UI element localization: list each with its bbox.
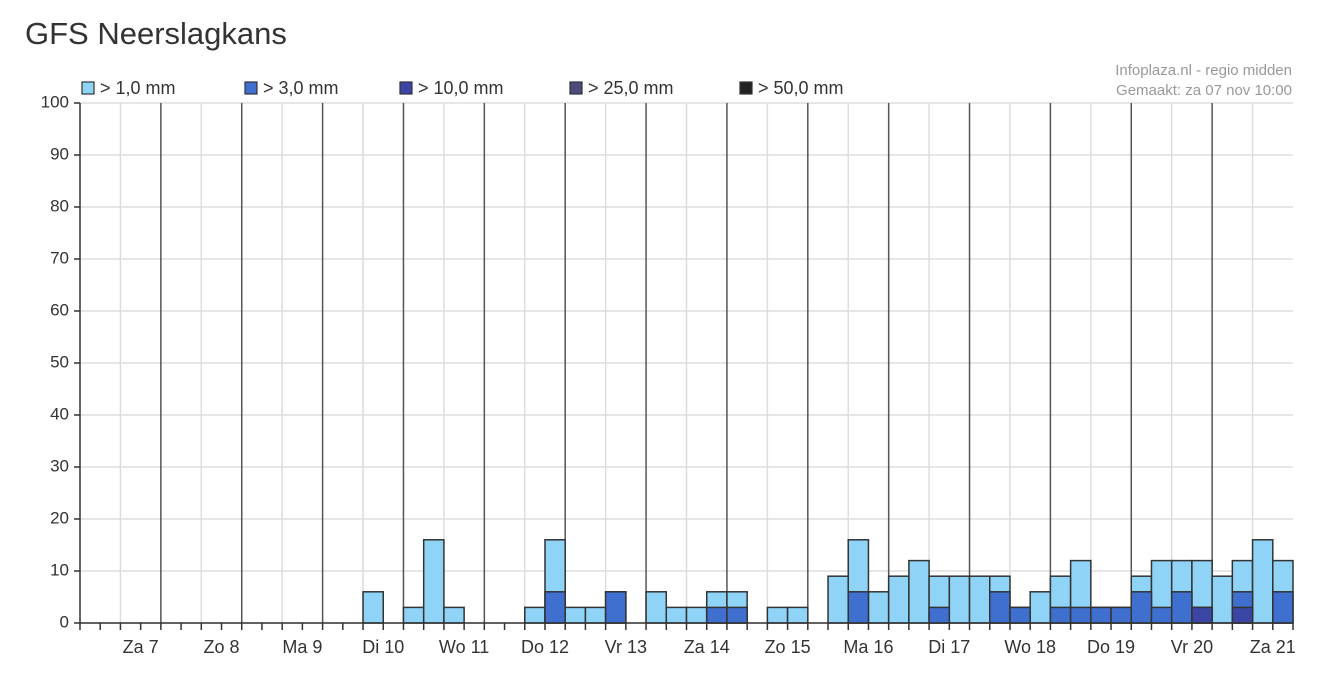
legend-swatch xyxy=(569,81,583,95)
x-tick-label: Ma 9 xyxy=(282,637,322,657)
x-tick-label: Wo 11 xyxy=(439,637,489,657)
chart-title: GFS Neerslagkans xyxy=(25,16,287,51)
bar xyxy=(887,575,910,624)
legend-label: > 10,0 mm xyxy=(418,78,504,98)
y-tick-label: 30 xyxy=(50,456,69,475)
bar xyxy=(1009,606,1031,624)
bar xyxy=(362,591,384,624)
bar xyxy=(544,591,566,624)
bar xyxy=(1130,591,1153,624)
legend-swatch xyxy=(399,81,413,95)
bar xyxy=(685,606,708,624)
bar xyxy=(1170,591,1193,624)
bar xyxy=(867,591,890,624)
bar xyxy=(604,591,627,624)
bar xyxy=(584,606,607,624)
y-tick-label: 40 xyxy=(50,404,69,423)
grid: 0 10 20 30 40 50 60 70 80 90 100 xyxy=(41,92,1293,631)
bar xyxy=(928,606,951,624)
bar xyxy=(1069,606,1092,624)
legend-label: > 25,0 mm xyxy=(588,78,674,98)
bars xyxy=(362,539,1294,624)
bar xyxy=(1272,591,1294,624)
bar xyxy=(1211,575,1234,624)
bar xyxy=(645,591,668,624)
y-tick-label: 50 xyxy=(50,352,69,371)
bar xyxy=(1090,606,1112,624)
bar xyxy=(968,575,991,624)
bar xyxy=(1191,606,1213,624)
bar xyxy=(1049,606,1072,624)
x-tick-label: Zo 8 xyxy=(204,637,240,657)
bar xyxy=(766,606,789,624)
bar xyxy=(786,606,809,624)
bar xyxy=(402,606,425,624)
y-tick-label: 100 xyxy=(41,92,69,111)
bar xyxy=(665,606,688,624)
axes: Za 7 Zo 8 Ma 9 Di 10 Wo 11 Do 12 Vr 13 Za 14 Zo … xyxy=(79,103,1296,657)
bar xyxy=(989,591,1011,624)
bar xyxy=(1150,606,1173,624)
bar xyxy=(908,559,930,624)
x-tick-label: Di 10 xyxy=(362,637,404,657)
y-tick-label: 10 xyxy=(50,560,69,579)
x-tick-label: Za 14 xyxy=(684,637,730,657)
bar xyxy=(422,539,445,624)
legend-swatch xyxy=(739,81,753,95)
bar xyxy=(827,575,849,624)
y-tick-label: 70 xyxy=(50,248,69,267)
bar xyxy=(1029,591,1052,624)
legend-label: > 1,0 mm xyxy=(100,78,176,98)
y-tick-label: 20 xyxy=(50,508,69,527)
x-tick-label: Za 21 xyxy=(1250,637,1296,657)
bar xyxy=(705,606,728,624)
y-tick-label: 80 xyxy=(50,196,69,215)
bar xyxy=(564,606,587,624)
x-tick-label: Ma 16 xyxy=(843,637,893,657)
bar xyxy=(726,606,748,624)
bar xyxy=(1231,606,1254,624)
x-tick-label: Do 12 xyxy=(521,637,569,657)
y-tick-label: 0 xyxy=(60,612,69,631)
x-tick-label: Zo 15 xyxy=(765,637,811,657)
x-tick-label: Di 17 xyxy=(928,637,970,657)
y-tick-label: 60 xyxy=(50,300,69,319)
x-tick-label: Do 19 xyxy=(1087,637,1135,657)
x-tick-label: Vr 13 xyxy=(605,637,647,657)
source: Infoplaza.nl - regio midden xyxy=(1115,62,1292,79)
legend-swatch xyxy=(244,81,258,95)
x-tick-label: Za 7 xyxy=(123,637,159,657)
bar xyxy=(524,606,546,624)
bar xyxy=(847,591,870,624)
x-tick-label: Wo 18 xyxy=(1004,637,1056,657)
created: Gemaakt: za 07 nov 10:00 xyxy=(1116,82,1292,99)
bar xyxy=(948,575,971,624)
legend-label: > 50,0 mm xyxy=(758,78,844,98)
legend-label: > 3,0 mm xyxy=(263,78,339,98)
x-tick-label: Vr 20 xyxy=(1171,637,1213,657)
y-tick-label: 90 xyxy=(50,144,69,163)
legend-swatch xyxy=(81,81,95,95)
bar xyxy=(1110,606,1133,624)
bar xyxy=(443,606,465,624)
bar xyxy=(1251,539,1274,624)
